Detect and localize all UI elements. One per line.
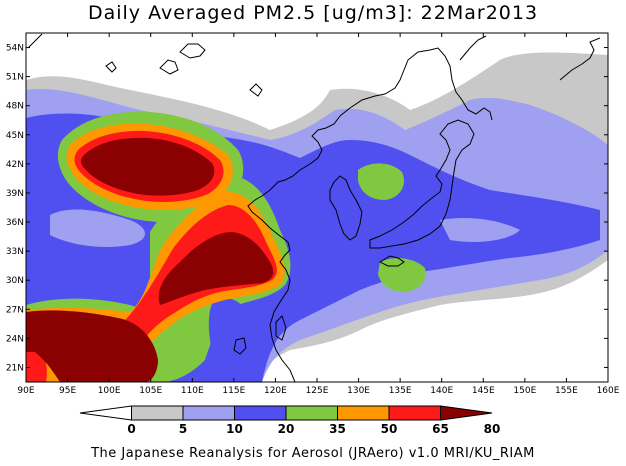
lon-tick-label: 155E	[555, 386, 578, 396]
colorbar-swatch	[234, 405, 287, 421]
colorbar: 0 5 10 20 35 50 65 80	[79, 405, 501, 436]
lat-tick-label: 51N	[6, 73, 24, 83]
lon-tick-label: 125E	[306, 386, 329, 396]
lon-tick-label: 130E	[347, 386, 370, 396]
lat-tick-label: 33N	[6, 247, 24, 257]
colorbar-label: 20	[278, 422, 295, 436]
colorbar-label: 0	[127, 422, 135, 436]
level-darkred-region	[26, 137, 274, 382]
lon-tick-label: 90E	[17, 386, 34, 396]
lat-tick-label: 39N	[6, 189, 24, 199]
lon-tick-label: 100E	[98, 386, 121, 396]
lon-tick-label: 95E	[59, 386, 76, 396]
colorbar-label: 50	[381, 422, 398, 436]
colorbar-label: 65	[432, 422, 449, 436]
colorbar-swatch	[182, 405, 235, 421]
lon-tick-label: 115E	[222, 386, 245, 396]
level-blue-hole	[208, 298, 250, 363]
colorbar-label: 80	[484, 422, 501, 436]
footer-credit: The Japanese Reanalysis for Aerosol (JRA…	[91, 446, 535, 461]
colorbar-label: 5	[179, 422, 187, 436]
lon-tick-label: 160E	[597, 386, 620, 396]
lat-tick-label: 45N	[6, 131, 24, 141]
lon-tick-label: 110E	[181, 386, 204, 396]
lon-tick-label: 145E	[472, 386, 495, 396]
lat-tick-label: 48N	[6, 102, 24, 112]
lon-tick-label: 150E	[513, 386, 536, 396]
colorbar-swatch	[337, 405, 390, 421]
colorbar-swatch	[285, 405, 338, 421]
lon-tick-label: 135E	[389, 386, 412, 396]
colorbar-label: 10	[226, 422, 243, 436]
lat-tick-label: 21N	[6, 363, 24, 373]
colorbar-swatch	[388, 405, 441, 421]
longitude-axis: 90E 95E 100E 105E 110E 115E 120E 125E 130E 135E 14…	[17, 33, 620, 396]
colorbar-swatch-low	[79, 405, 132, 421]
lat-tick-label: 24N	[6, 334, 24, 344]
colorbar-swatch	[131, 405, 184, 421]
lat-tick-label: 54N	[6, 44, 24, 54]
lon-tick-label: 105E	[139, 386, 162, 396]
lat-tick-label: 27N	[6, 305, 24, 315]
pm25-field	[26, 33, 608, 382]
level-lightblue-gap	[50, 209, 520, 247]
colorbar-label: 35	[329, 422, 346, 436]
map-title: Daily Averaged PM2.5 [ug/m3]: 22Mar2013	[87, 2, 539, 24]
lon-tick-label: 120E	[264, 386, 287, 396]
lat-tick-label: 42N	[6, 160, 24, 170]
lat-tick-label: 36N	[6, 218, 24, 228]
lat-tick-label: 30N	[6, 276, 24, 286]
colorbar-swatch-high	[440, 405, 493, 421]
coastlines	[27, 33, 601, 382]
latitude-axis: 54N 51N 48N 45N 42N 39N 36N 33N 30N 27N 24N 21N	[6, 44, 608, 373]
lon-tick-label: 140E	[430, 386, 453, 396]
